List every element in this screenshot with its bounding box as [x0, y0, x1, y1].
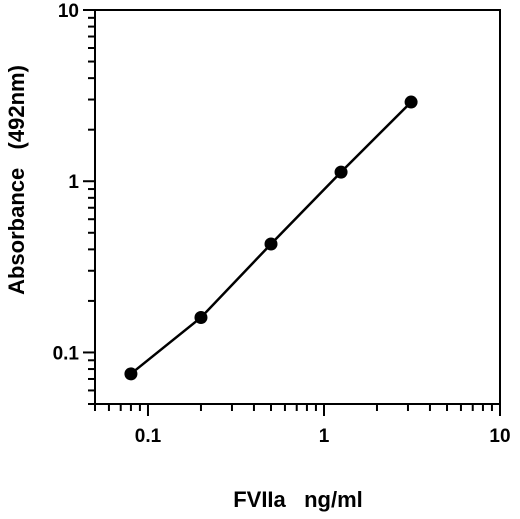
plot-frame [94, 9, 501, 405]
x-tick-label: 10 [489, 426, 510, 447]
data-point [264, 237, 278, 251]
data-point [404, 95, 418, 109]
x-tick-label: 1 [319, 426, 330, 447]
y-tick-label: 10 [58, 1, 79, 22]
data-point [334, 165, 348, 179]
y-tick-label: 0.1 [53, 343, 80, 364]
y-axis-tick-labels: 0.1 1 10 [53, 1, 80, 364]
x-axis-tick-labels: 0.1 1 10 [135, 426, 511, 447]
y-tick-label: 1 [68, 172, 79, 193]
y-axis-ticks [83, 9, 95, 405]
series-layer [124, 95, 418, 381]
data-point [194, 311, 208, 325]
x-tick-label: 0.1 [135, 426, 162, 447]
x-axis-ticks [94, 404, 501, 416]
y-axis-label: Absorbance (492nm) [4, 65, 29, 295]
x-axis-label: FVIIa ng/ml [233, 487, 363, 512]
data-point [124, 367, 138, 381]
